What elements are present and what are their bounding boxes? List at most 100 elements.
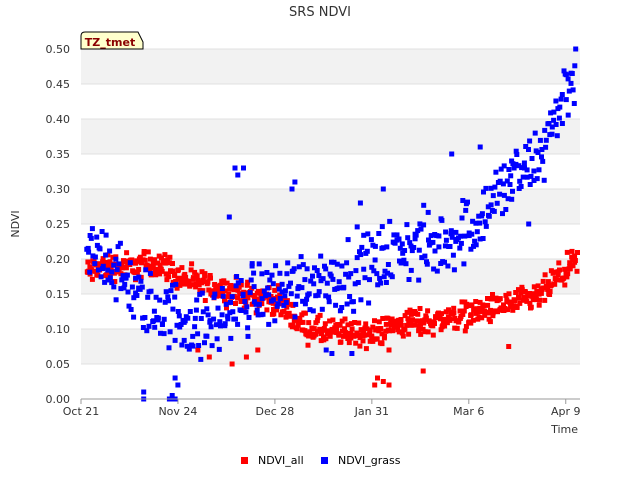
x-tick-label: Nov 24 [158, 405, 197, 418]
point-NDVI_grass [476, 213, 482, 219]
point-NDVI_grass [175, 382, 181, 388]
point-NDVI_grass [500, 181, 506, 187]
point-NDVI_grass [401, 257, 407, 263]
point-NDVI_grass [109, 269, 115, 275]
point-NDVI_all [346, 340, 352, 346]
point-NDVI_grass [214, 336, 220, 342]
y-tick-label: 0.20 [46, 253, 71, 266]
point-NDVI_grass [572, 63, 578, 69]
point-NDVI_grass [172, 375, 178, 381]
point-NDVI_grass [554, 133, 560, 139]
point-NDVI_grass [157, 297, 163, 303]
point-NDVI_all [123, 265, 129, 271]
point-NDVI_all [325, 331, 331, 337]
point-NDVI_grass [540, 158, 546, 164]
point-NDVI_all [164, 277, 170, 283]
point-NDVI_grass [192, 324, 198, 330]
point-NDVI_grass [488, 202, 494, 208]
point-NDVI_grass [376, 231, 382, 236]
point-NDVI_grass [571, 101, 577, 106]
point-NDVI_grass [491, 208, 497, 214]
point-NDVI_grass [513, 161, 519, 167]
point-NDVI_grass [207, 318, 213, 324]
point-NDVI_grass [573, 46, 579, 52]
legend-swatch-ndvi-all [241, 457, 248, 464]
point-NDVI_grass [266, 321, 272, 327]
point-NDVI_all [398, 317, 404, 322]
point-NDVI_all [475, 309, 481, 315]
point-NDVI_grass [557, 104, 563, 110]
point-NDVI_grass [205, 312, 211, 318]
point-NDVI_grass [365, 231, 371, 237]
point-NDVI_grass [288, 291, 294, 297]
point-NDVI_grass [256, 301, 262, 307]
point-NDVI_grass [160, 321, 165, 327]
point-NDVI_all [212, 282, 218, 287]
point-NDVI_all [227, 286, 233, 291]
point-NDVI_grass [529, 156, 535, 161]
point-NDVI_grass [109, 280, 115, 286]
point-NDVI_grass [277, 296, 283, 301]
point-NDVI_grass [537, 137, 543, 143]
point-NDVI_grass [219, 312, 225, 318]
point-NDVI_grass [172, 294, 178, 300]
point-NDVI_all [167, 254, 173, 260]
point-NDVI_grass [458, 233, 464, 239]
point-NDVI_grass [225, 316, 231, 322]
point-NDVI_all [487, 319, 493, 325]
point-NDVI_all [542, 272, 548, 278]
legend-label-ndvi-grass: NDVI_grass [338, 454, 401, 467]
point-NDVI_grass [536, 167, 542, 173]
point-NDVI_grass [255, 312, 261, 318]
point-NDVI_grass [219, 286, 225, 291]
point-NDVI_all [470, 317, 476, 323]
point-NDVI_grass [568, 80, 574, 86]
point-NDVI_grass [113, 256, 119, 262]
point-NDVI_grass [371, 268, 377, 274]
point-NDVI_grass [136, 274, 142, 280]
point-NDVI_grass [355, 280, 361, 285]
point-NDVI_grass [358, 297, 364, 303]
point-NDVI_all [342, 326, 347, 332]
point-NDVI_grass [308, 278, 314, 284]
point-NDVI_all [512, 298, 518, 303]
point-NDVI_grass [251, 270, 257, 276]
point-NDVI_all [387, 328, 392, 334]
point-NDVI_all [103, 264, 109, 270]
point-NDVI_grass [300, 298, 306, 304]
point-NDVI_grass [553, 98, 559, 104]
point-NDVI_all [341, 333, 346, 339]
y-tick-label: 0.35 [46, 148, 71, 161]
point-NDVI_all [195, 347, 201, 353]
x-tick-label: Jan 31 [354, 405, 389, 418]
point-NDVI_grass [361, 232, 367, 238]
point-NDVI_grass [144, 328, 150, 334]
point-NDVI_grass [352, 281, 358, 287]
point-NDVI_all [229, 361, 235, 367]
point-NDVI_grass [272, 318, 278, 324]
point-NDVI_grass [155, 315, 161, 321]
point-NDVI_all [137, 254, 143, 260]
point-NDVI_grass [377, 275, 383, 281]
point-NDVI_grass [113, 297, 119, 303]
point-NDVI_grass [481, 189, 486, 195]
y-tick-label: 0.45 [46, 78, 71, 91]
point-NDVI_all [313, 331, 319, 337]
point-NDVI_grass [245, 333, 251, 339]
point-NDVI_grass [138, 278, 144, 284]
point-NDVI_all [482, 312, 488, 318]
y-axis-ticks: 0.00 0.05 0.10 0.15 0.20 0.25 0.30 0.35 0.40 0.45… [46, 43, 71, 406]
point-NDVI_all [564, 249, 570, 255]
point-NDVI_all [189, 261, 195, 267]
point-NDVI_all [407, 307, 413, 313]
point-NDVI_grass [242, 299, 248, 304]
point-NDVI_grass [143, 267, 149, 273]
point-NDVI_grass [213, 322, 219, 328]
point-NDVI_grass [298, 254, 304, 260]
point-NDVI_all [134, 269, 140, 275]
point-NDVI_all [336, 332, 342, 338]
point-NDVI_all [226, 291, 232, 297]
point-NDVI_grass [357, 249, 362, 255]
point-NDVI_grass [167, 329, 173, 335]
point-NDVI_all [538, 290, 544, 296]
